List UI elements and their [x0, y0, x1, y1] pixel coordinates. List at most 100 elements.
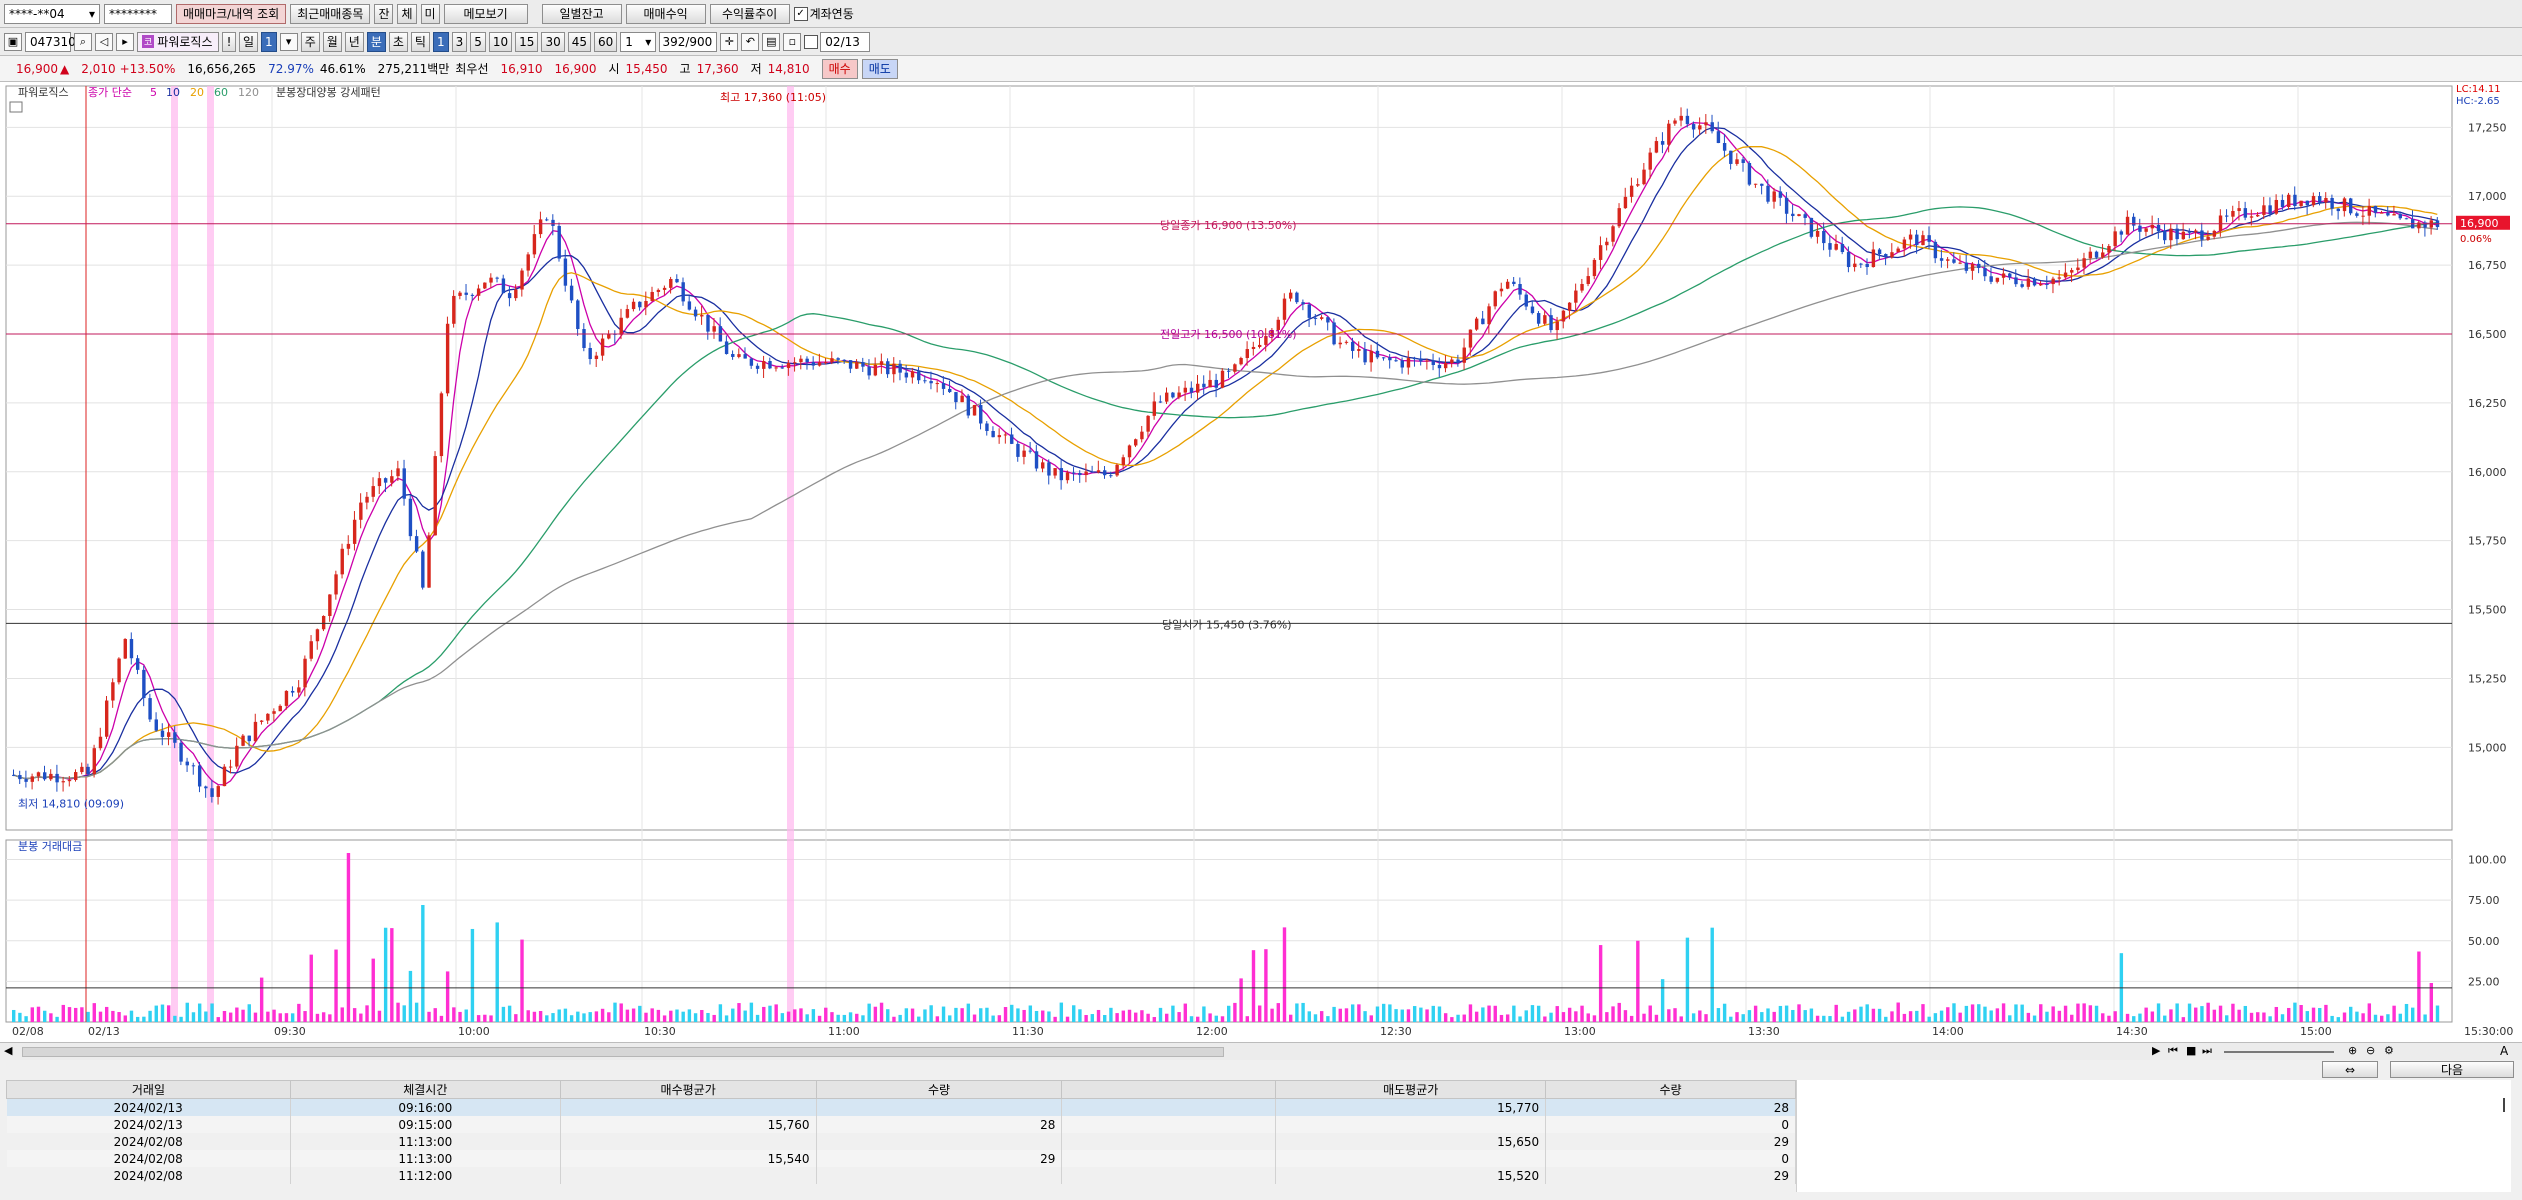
- table-row[interactable]: 2024/02/13 09:16:00 15,770 28: [6, 1098, 1796, 1116]
- daily-balance-button[interactable]: 일별잔고: [541, 3, 622, 24]
- interval-45[interactable]: 45: [567, 31, 592, 52]
- expand-button[interactable]: ⇔: [2322, 1061, 2378, 1078]
- volume-bar: [1691, 1013, 1696, 1022]
- candle-count-field[interactable]: 392/900: [659, 31, 718, 52]
- stop-icon[interactable]: ■: [2186, 1044, 2197, 1057]
- next-icon[interactable]: ▶: [2152, 1044, 2161, 1057]
- time-tick-label: 11:00: [828, 1025, 860, 1038]
- period-minute[interactable]: 분: [366, 31, 386, 52]
- col-sell-qty[interactable]: 수량: [1545, 1080, 1796, 1099]
- col-buy-avg[interactable]: 매수평균가: [559, 1080, 817, 1099]
- memo-button[interactable]: 메모보기: [443, 3, 528, 24]
- col-buy-qty[interactable]: 수량: [815, 1080, 1063, 1099]
- table-scrollbar[interactable]: [1796, 1080, 2511, 1192]
- trade-profit-button[interactable]: 매매수익: [625, 3, 706, 24]
- period-day-value[interactable]: 1: [261, 31, 277, 52]
- account-link-toggle[interactable]: ✓ 계좌연동: [793, 5, 854, 22]
- interval-3[interactable]: 3: [451, 31, 468, 52]
- table-row[interactable]: 2024/02/08 11:12:00 15,520 29: [6, 1167, 1796, 1184]
- settings-icon[interactable]: ⚙: [2384, 1044, 2394, 1057]
- date-toggle[interactable]: 02/13: [804, 31, 871, 52]
- interval-5[interactable]: 5: [470, 31, 486, 52]
- period-week[interactable]: 주: [300, 31, 320, 52]
- period-month[interactable]: 월: [322, 31, 342, 52]
- zoom-out-icon[interactable]: ⊖: [2366, 1044, 2376, 1057]
- col-exec-time[interactable]: 체결시간: [289, 1080, 561, 1099]
- trade-mark-button[interactable]: 매매마크/내역 조회: [176, 3, 287, 24]
- table-cell: 2024/02/08: [6, 1167, 291, 1184]
- undo-icon[interactable]: ↶: [741, 32, 760, 51]
- date-field[interactable]: 02/13: [820, 31, 871, 52]
- zoom-slider[interactable]: [2224, 1051, 2334, 1053]
- next-button[interactable]: 다음: [2390, 1061, 2514, 1078]
- interval-select[interactable]: 1 ▾: [620, 31, 657, 52]
- balance-button[interactable]: 잔: [374, 3, 394, 24]
- last-icon[interactable]: ⏭: [2202, 1044, 2212, 1057]
- table-cell: [1061, 1098, 1277, 1116]
- first-icon[interactable]: ⏮: [2168, 1044, 2178, 1057]
- period-year[interactable]: 년: [344, 31, 364, 52]
- sell-button[interactable]: 매도: [861, 58, 898, 79]
- recent-items-button[interactable]: 최근매매종목: [290, 3, 371, 24]
- volume-bar: [2262, 1012, 2266, 1022]
- volume-bar: [1654, 1014, 1659, 1022]
- table-row[interactable]: 2024/02/08 11:13:00 15,540 29 0: [6, 1150, 1796, 1167]
- scroll-left-icon[interactable]: ◀: [4, 1044, 13, 1057]
- table-cell: 2024/02/13: [6, 1098, 291, 1116]
- table-row[interactable]: 2024/02/13 09:15:00 15,760 28 0: [6, 1116, 1796, 1133]
- chart-scrollbar[interactable]: [22, 1047, 1224, 1057]
- font-size-icon[interactable]: A: [2500, 1044, 2509, 1058]
- chart-area[interactable]: 17,250 17,000 16,750 16,500 16,250 16,000 15,7…: [0, 82, 2522, 1042]
- stock-code-field[interactable]: 047310: [25, 31, 76, 52]
- col-sell-avg[interactable]: 매도평균가: [1275, 1080, 1547, 1099]
- pattern-highlight: [207, 86, 214, 1022]
- volume-bar: [972, 1014, 977, 1022]
- period-tick[interactable]: 틱: [410, 31, 430, 52]
- arrow-right-icon[interactable]: ▸: [116, 32, 134, 51]
- account-select[interactable]: ****-**04 ▾: [4, 3, 100, 24]
- search-icon[interactable]: ⌕: [74, 32, 92, 51]
- volume-bar: [228, 1012, 233, 1022]
- unexecuted-button[interactable]: 미: [420, 3, 440, 24]
- layout-icon[interactable]: ▣: [4, 32, 22, 51]
- volume-bar: [1803, 1010, 1807, 1022]
- executed-button[interactable]: 체: [397, 3, 417, 24]
- speaker-icon[interactable]: ◁: [95, 32, 113, 51]
- candle-body: [228, 766, 233, 768]
- price-chart[interactable]: 17,250 17,000 16,750 16,500 16,250 16,000 15,7…: [0, 82, 2522, 1042]
- interval-1[interactable]: 1: [432, 31, 449, 52]
- period-alert[interactable]: !: [222, 31, 236, 52]
- lock-icon[interactable]: ▫: [783, 32, 802, 51]
- legend-menu-icon[interactable]: [9, 101, 23, 113]
- scroll-thumb[interactable]: [2503, 1098, 2505, 1112]
- volume-bar: [1530, 1005, 1535, 1022]
- zoom-in-icon[interactable]: ⊕: [2348, 1044, 2358, 1057]
- table-row[interactable]: 2024/02/08 11:13:00 15,650 29: [6, 1133, 1796, 1150]
- volume-bar: [669, 1010, 673, 1022]
- volume-bar: [173, 1015, 177, 1022]
- period-second[interactable]: 초: [388, 31, 408, 52]
- buy-button[interactable]: 매수: [821, 58, 858, 79]
- profit-trend-button[interactable]: 수익률추이: [709, 3, 790, 24]
- price-tag-pct: 0.06%: [2460, 234, 2492, 245]
- save-icon[interactable]: ▤: [762, 32, 781, 51]
- volume-bar: [923, 1009, 927, 1022]
- volume-bar: [1505, 1014, 1510, 1022]
- volume-bar: [2001, 1003, 2006, 1022]
- volume-bar: [582, 1013, 586, 1022]
- period-day[interactable]: 일: [239, 31, 259, 52]
- interval-60[interactable]: 60: [594, 31, 618, 52]
- stock-name-field[interactable]: 코 파워로직스: [137, 31, 219, 52]
- interval-10[interactable]: 10: [488, 31, 513, 52]
- candle-body: [2237, 208, 2241, 211]
- crosshair-icon[interactable]: ✛: [720, 32, 739, 51]
- candle-body: [1766, 185, 1770, 202]
- volume-bar: [284, 1013, 289, 1022]
- volume-bar: [1964, 1005, 1969, 1022]
- interval-15[interactable]: 15: [515, 31, 539, 52]
- interval-30[interactable]: 30: [541, 31, 565, 52]
- candle-body: [1592, 259, 1597, 277]
- col-trade-date[interactable]: 거래일: [6, 1080, 291, 1099]
- chevron-down-icon[interactable]: ▾: [279, 32, 298, 51]
- password-field[interactable]: ********: [104, 3, 172, 24]
